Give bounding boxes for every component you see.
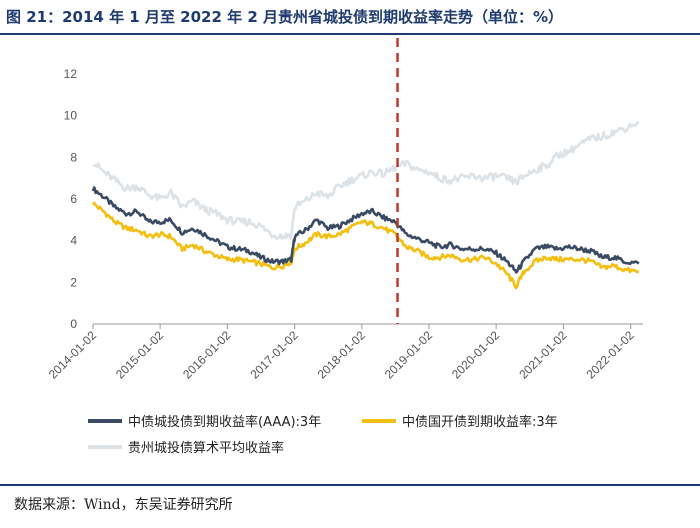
y-tick-label: 12: [64, 67, 78, 81]
data-source: 数据来源：Wind，东吴证券研究所: [14, 497, 233, 513]
y-tick-label: 8: [70, 150, 77, 164]
x-tick-label: 2019-01-02: [382, 328, 436, 382]
title-divider: [0, 33, 700, 35]
x-tick-label: 2014-01-02: [46, 328, 100, 382]
x-tick-label: 2017-01-02: [247, 328, 301, 382]
x-tick-label: 2022-01-02: [583, 328, 637, 382]
y-tick-label: 4: [70, 234, 77, 248]
legend-label-aaa: 中债城投债到期收益率(AAA):3年: [128, 414, 321, 430]
y-tick-label: 2: [70, 275, 77, 289]
y-tick-label: 10: [64, 109, 78, 123]
legend-label-guizhou: 贵州城投债算术平均收益率: [128, 440, 284, 456]
chart-title: 图 21：2014 年 1 月至 2022 年 2 月贵州省城投债到期收益率走势…: [6, 8, 564, 26]
legend-label-cdb: 中债国开债到期收益率:3年: [402, 414, 558, 430]
x-tick-label: 2021-01-02: [516, 328, 570, 382]
y-tick-label: 6: [70, 192, 77, 206]
x-tick-label: 2016-01-02: [180, 328, 234, 382]
source-divider: [0, 484, 700, 486]
series-line-guizhou: [92, 120, 640, 240]
series-line-aaa: [91, 186, 640, 274]
x-tick-label: 2020-01-02: [449, 328, 503, 382]
x-tick-label: 2015-01-02: [113, 328, 167, 382]
x-tick-label: 2018-01-02: [315, 328, 369, 382]
y-tick-label: 0: [70, 317, 77, 331]
series-line-cdb: [91, 201, 639, 290]
